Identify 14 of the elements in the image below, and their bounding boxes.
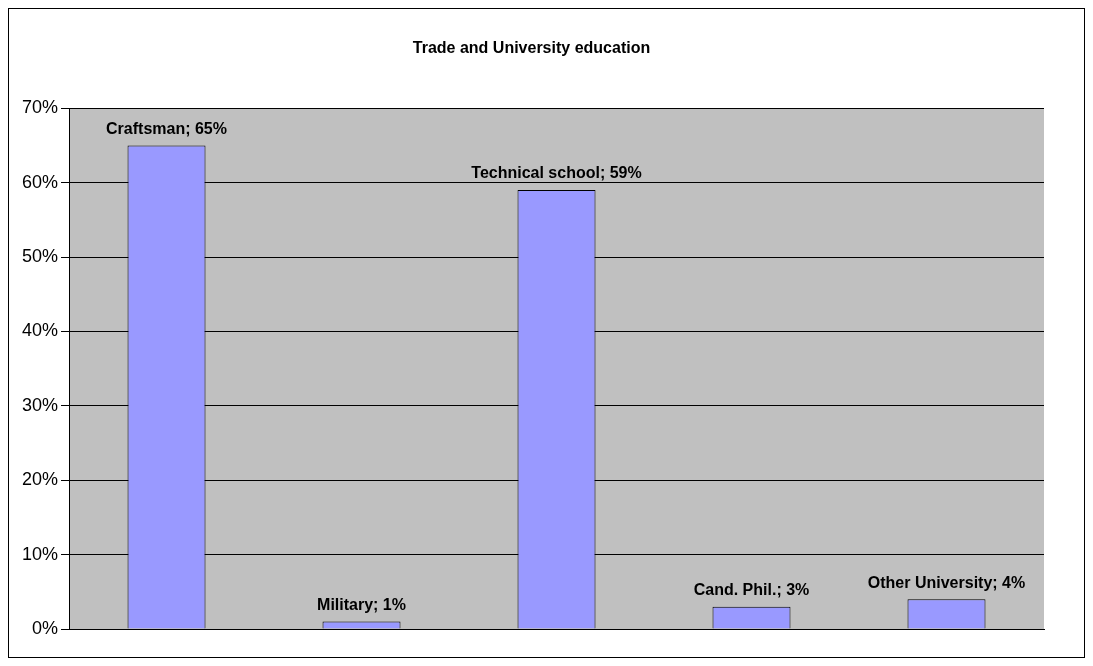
chart-title: Trade and University education — [412, 39, 651, 57]
data-label: Military; 1% — [317, 595, 406, 613]
data-label: Craftsman; 65% — [106, 119, 227, 137]
y-tick-label: 20% — [22, 469, 59, 490]
y-tick-label: 40% — [22, 320, 59, 341]
data-label: Cand. Phil.; 3% — [693, 581, 810, 599]
y-tick-label: 70% — [22, 97, 59, 118]
data-label: Technical school; 59% — [471, 164, 642, 182]
y-tick-label: 10% — [22, 543, 59, 564]
y-tick-label: 30% — [22, 394, 59, 415]
data-label: Other University; 4% — [867, 573, 1026, 591]
y-tick-label: 60% — [22, 171, 59, 192]
y-tick-label: 0% — [32, 617, 59, 638]
y-tick-label: 50% — [22, 245, 59, 266]
